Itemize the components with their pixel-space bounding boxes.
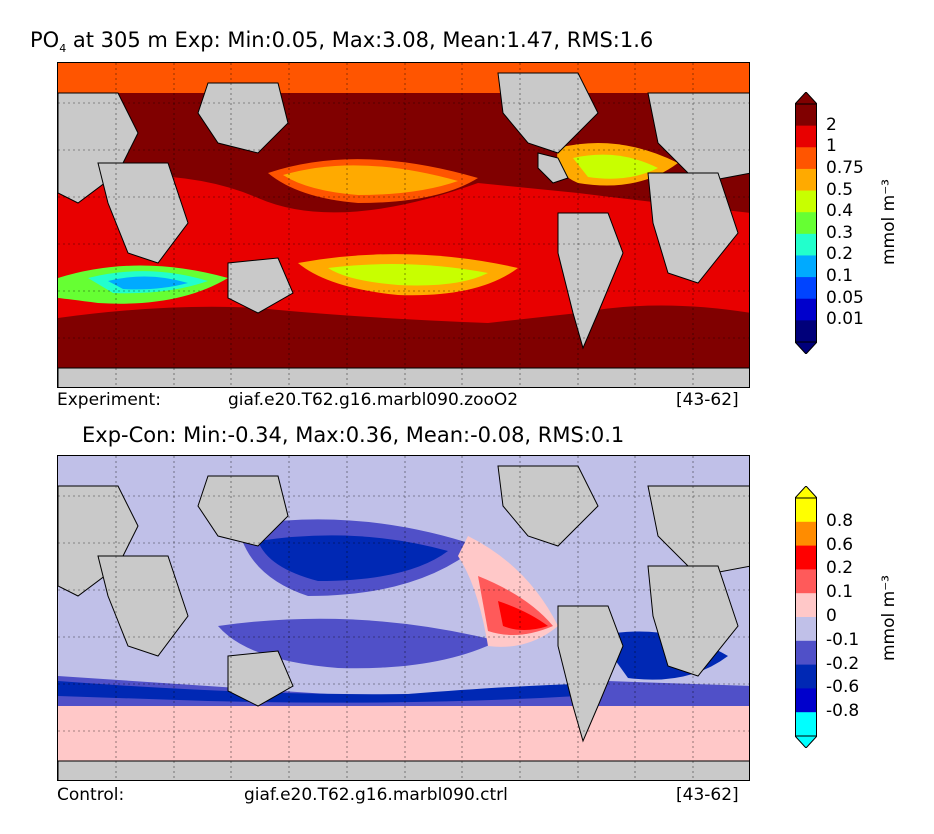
colorbar-segment	[795, 688, 817, 713]
colorbar-tick-label: -0.1	[826, 629, 860, 650]
colorbar-tick-label: 0.8	[826, 510, 854, 531]
arctic-band	[58, 63, 749, 93]
colorbar-segment	[795, 147, 817, 170]
np-darkblue	[258, 535, 448, 581]
colorbar-segment	[795, 712, 817, 737]
colorbar-frame	[795, 103, 817, 343]
top-map	[57, 62, 750, 388]
colorbar-segment	[795, 233, 817, 256]
colorbar-tick-label: 0.6	[826, 534, 854, 555]
ep-core	[498, 601, 548, 630]
gyre-yellow	[283, 165, 458, 195]
colorbar-tick-label: 2	[826, 114, 837, 135]
colorbar-frame	[795, 497, 817, 737]
colorbar-bottom-arrow	[795, 735, 817, 748]
graticule	[58, 63, 749, 387]
colorbar-tick-label: 1	[826, 136, 837, 157]
colorbar-segment	[795, 640, 817, 666]
colorbar-segment	[795, 593, 817, 618]
colorbar-tick-label: 0.75	[826, 157, 864, 178]
title-subscript: 4	[59, 42, 67, 56]
colorbar-tick-label: 0.1	[826, 266, 854, 287]
title-variable: PO	[30, 28, 60, 52]
bottom-map	[57, 455, 750, 781]
colorbar-segment	[795, 664, 817, 689]
colorbar-top-arrow	[795, 92, 817, 105]
graticule	[58, 456, 749, 780]
bottom-caption-left: Control:	[57, 785, 125, 805]
southern-darkblue	[58, 681, 578, 703]
atlantic-gyre-core	[573, 154, 658, 179]
colorbar-segment	[795, 255, 817, 278]
colorbar-tick-label: 0.1	[826, 582, 854, 603]
colorbar-tick-label: 0.3	[826, 222, 854, 243]
colorbar-segment	[795, 190, 817, 213]
top-caption-mid: giaf.e20.T62.g16.marbl090.zooO2	[228, 390, 519, 410]
colorbar-segment	[795, 125, 817, 148]
sp-blue	[218, 618, 498, 669]
colorbar-segment	[795, 498, 817, 523]
bottom-map-title: Exp-Con: Min:-0.34, Max:0.36, Mean:-0.08…	[82, 423, 625, 447]
colorbar-segment	[795, 521, 817, 547]
colorbar-segment	[795, 617, 817, 642]
colorbar-segment	[795, 104, 817, 127]
land-masses	[58, 465, 749, 780]
colorbar-tick-label: 0.2	[826, 244, 854, 265]
top-caption-right: [43-62]	[676, 390, 739, 410]
bottom-caption-right: [43-62]	[676, 785, 739, 805]
colorbar-segment	[795, 277, 817, 300]
title-stats: at 305 m Exp: Min:0.05, Max:3.08, Mean:1…	[66, 28, 654, 52]
bottom-colorbar-unit: mmol m⁻³	[879, 575, 899, 661]
colorbar-segment	[795, 545, 817, 570]
south-gyre-green	[328, 264, 488, 286]
colorbar-tick-label: 0	[826, 606, 837, 626]
colorbar-tick-label: 0.01	[826, 309, 864, 330]
top-colorbar-unit: mmol m⁻³	[879, 179, 899, 265]
colorbar-tick-label: -0.8	[826, 701, 860, 722]
colorbar-tick-label: 0.4	[826, 201, 854, 222]
colorbar-top-arrow	[795, 486, 817, 499]
colorbar-tick-label: -0.6	[826, 677, 860, 698]
colorbar-tick-label: 0.2	[826, 558, 854, 579]
top-caption-left: Experiment:	[57, 390, 161, 410]
bottom-colorbar	[795, 486, 817, 748]
colorbar-tick-label: -0.2	[826, 653, 860, 674]
colorbar-segment	[795, 298, 817, 321]
top-colorbar	[795, 92, 817, 354]
bottom-caption-mid: giaf.e20.T62.g16.marbl090.ctrl	[244, 785, 508, 805]
colorbar-segment	[795, 320, 817, 343]
top-map-title: PO4 at 305 m Exp: Min:0.05, Max:3.08, Me…	[30, 28, 653, 55]
colorbar-segment	[795, 569, 817, 594]
colorbar-tick-label: 0.5	[826, 179, 854, 200]
colorbar-segment	[795, 212, 817, 235]
colorbar-tick-label: 0.05	[826, 287, 864, 308]
indian-blue	[108, 276, 188, 290]
colorbar-bottom-arrow	[795, 341, 817, 354]
colorbar-segment	[795, 168, 817, 192]
land-masses	[58, 72, 749, 387]
